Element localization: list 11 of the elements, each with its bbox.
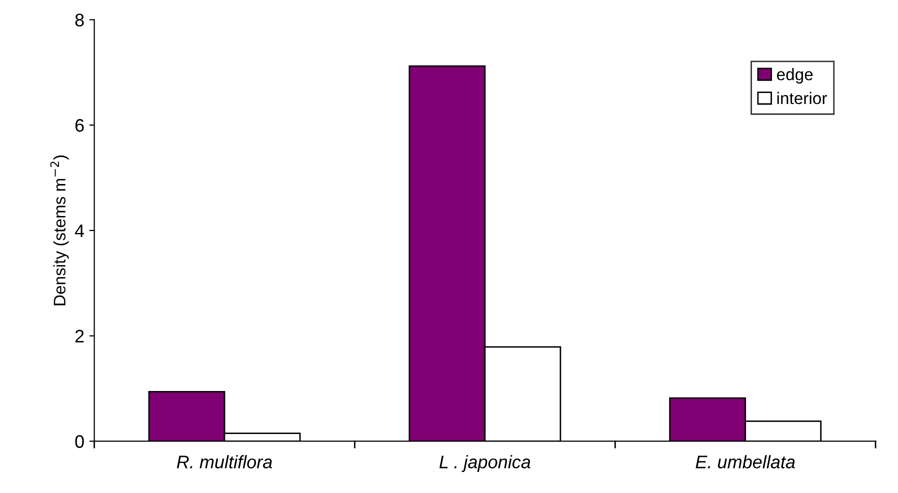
x-tick-label: E. umbellata bbox=[696, 455, 795, 468]
y-tick-label: 0 bbox=[75, 435, 84, 448]
x-tick-label: R. multiflora bbox=[176, 455, 272, 468]
legend-label: edge bbox=[776, 68, 813, 84]
y-tick-label: 8 bbox=[75, 14, 84, 26]
x-tick-label: L . japonica bbox=[439, 455, 530, 472]
y-axis-title: Density (stems m$^{−2}$) bbox=[50, 156, 69, 306]
legend-label: interior bbox=[777, 92, 827, 104]
y-tick-label: 4 bbox=[74, 224, 84, 238]
y-tick-label: 2 bbox=[75, 330, 84, 342]
y-tick-label: 6 bbox=[75, 119, 84, 132]
